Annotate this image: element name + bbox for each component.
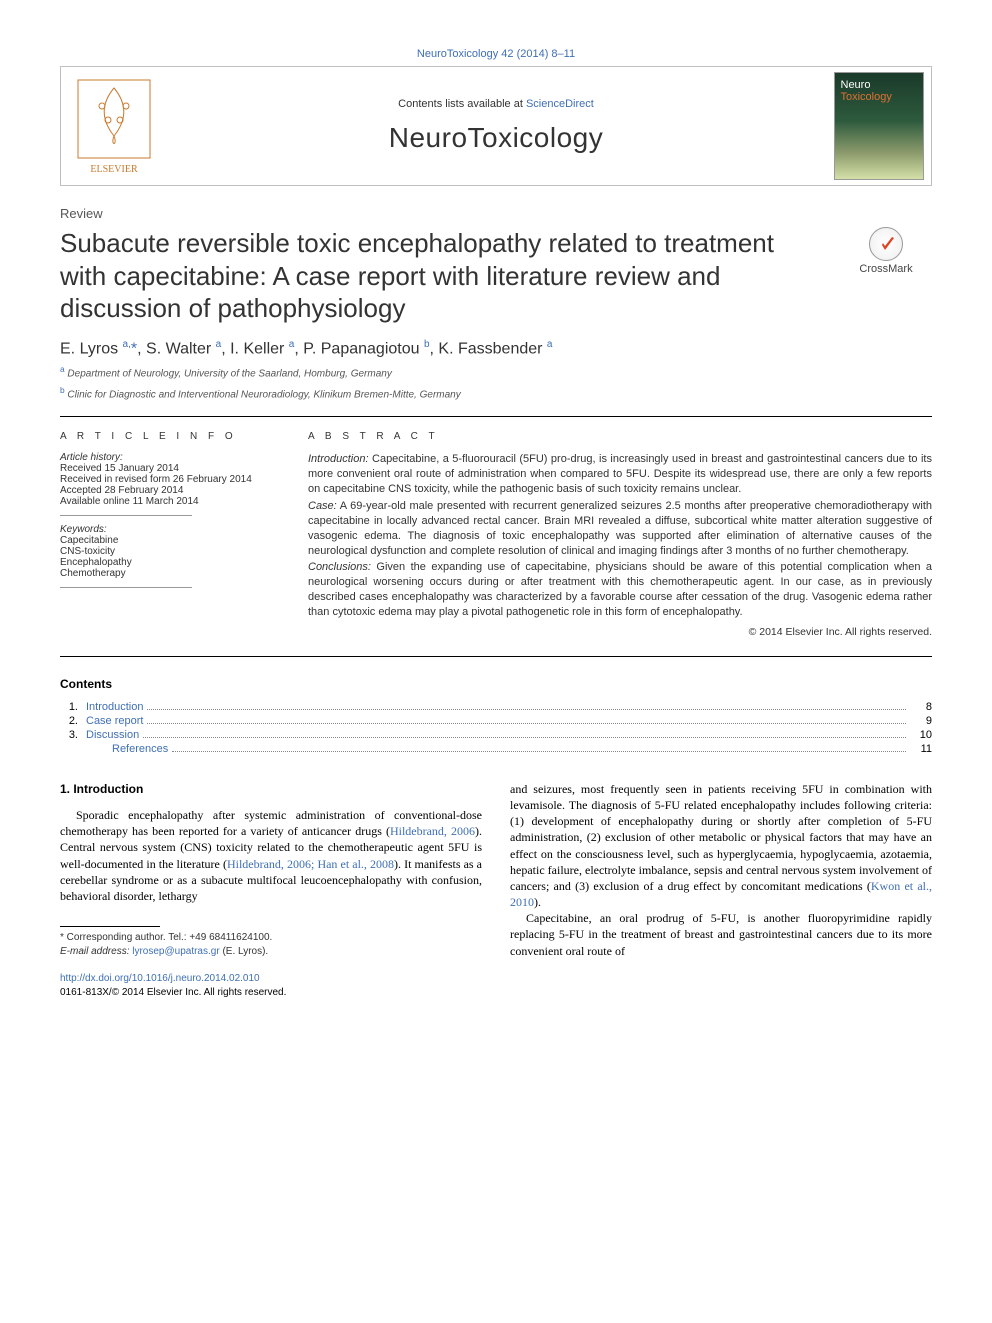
article-info: A R T I C L E I N F O Article history: R… — [60, 431, 280, 637]
article-type: Review — [60, 206, 932, 221]
toc-page: 8 — [910, 701, 932, 713]
br-p1a: and seizures, most frequently seen in pa… — [510, 782, 932, 893]
abs-concl: Conclusions: Given the expanding use of … — [308, 560, 932, 619]
kw1: Capecitabine — [60, 535, 280, 546]
toc-label[interactable]: Discussion — [86, 729, 139, 741]
toc-dots — [172, 751, 906, 752]
journal-cover: Neuro Toxicology — [826, 67, 931, 185]
kw2: CNS-toxicity — [60, 546, 280, 557]
doi-block: http://dx.doi.org/10.1016/j.neuro.2014.0… — [60, 972, 482, 999]
abs-copyright: © 2014 Elsevier Inc. All rights reserved… — [308, 626, 932, 638]
rule-mid — [60, 656, 932, 657]
toc-page: 9 — [910, 715, 932, 727]
journal-header: ELSEVIER Contents lists available at Sci… — [60, 66, 932, 186]
crossmark-badge[interactable]: CrossMark — [840, 227, 932, 275]
cover-line2: Toxicology — [841, 91, 917, 103]
abs-case: Case: A 69-year-old male presented with … — [308, 499, 932, 558]
online: Available online 11 March 2014 — [60, 496, 280, 507]
abs-case-text: A 69-year-old male presented with recurr… — [308, 500, 932, 557]
abstract: A B S T R A C T Introduction: Capecitabi… — [308, 431, 932, 637]
toc-row: 2.Case report 9 — [60, 715, 932, 727]
abs-intro-label: Introduction: — [308, 453, 369, 465]
rule-top — [60, 416, 932, 417]
elsevier-logo: ELSEVIER — [61, 67, 166, 185]
header-center: Contents lists available at ScienceDirec… — [166, 67, 826, 185]
br-p1b: ). — [534, 895, 541, 909]
cite-hildebrand-han[interactable]: Hildebrand, 2006; Han et al., 2008 — [227, 857, 394, 871]
body-right-p2: Capecitabine, an oral prodrug of 5-FU, i… — [510, 910, 932, 959]
email-label: E-mail address: — [60, 946, 129, 957]
footnote-rule — [60, 926, 160, 927]
abs-concl-text: Given the expanding use of capecitabine,… — [308, 561, 932, 618]
body-right-column: and seizures, most frequently seen in pa… — [510, 781, 932, 999]
journal-citation[interactable]: NeuroToxicology 42 (2014) 8–11 — [60, 48, 932, 60]
toc-dots — [147, 709, 906, 710]
cite-hildebrand-2006[interactable]: Hildebrand, 2006 — [390, 824, 475, 838]
body-left-p1: Sporadic encephalopathy after systemic a… — [60, 807, 482, 904]
toc: 1.Introduction 8 2.Case report 9 3.Discussio… — [60, 701, 932, 755]
cover-line1: Neuro — [841, 79, 917, 91]
toc-num: 2. — [60, 715, 86, 727]
kw3: Encephalopathy — [60, 557, 280, 568]
crossmark-icon — [869, 227, 903, 261]
toc-num: 1. — [60, 701, 86, 713]
kw4: Chemotherapy — [60, 568, 280, 579]
toc-label[interactable]: References — [86, 743, 168, 755]
toc-page: 10 — [910, 729, 932, 741]
accepted: Accepted 28 February 2014 — [60, 485, 280, 496]
abstract-heading: A B S T R A C T — [308, 431, 932, 442]
toc-num: 3. — [60, 729, 86, 741]
sciencedirect-link[interactable]: ScienceDirect — [526, 98, 594, 110]
crossmark-label: CrossMark — [859, 263, 912, 275]
toc-row: 3.Discussion 10 — [60, 729, 932, 741]
contents-text: Contents lists available at — [398, 98, 526, 110]
keywords-label: Keywords: — [60, 524, 280, 535]
corresponding-author: * Corresponding author. Tel.: +49 684116… — [60, 931, 482, 945]
affiliation-a: a Department of Neurology, University of… — [60, 364, 932, 379]
section-1-heading: 1. Introduction — [60, 781, 482, 797]
abs-intro-text: Capecitabine, a 5-fluorouracil (5FU) pro… — [308, 453, 932, 495]
toc-dots — [143, 737, 906, 738]
email-who: (E. Lyros). — [220, 946, 269, 957]
affil-b-text: Clinic for Diagnostic and Interventional… — [67, 389, 460, 400]
email-link[interactable]: lyrosep@upatras.gr — [132, 946, 219, 957]
toc-row: References 11 — [60, 743, 932, 755]
abs-concl-label: Conclusions: — [308, 561, 371, 573]
body-left-column: 1. Introduction Sporadic encephalopathy … — [60, 781, 482, 999]
toc-heading: Contents — [60, 677, 932, 691]
abs-case-label: Case: — [308, 500, 337, 512]
email-line: E-mail address: lyrosep@upatras.gr (E. L… — [60, 945, 482, 959]
body-right-p1: and seizures, most frequently seen in pa… — [510, 781, 932, 911]
toc-dots — [147, 723, 906, 724]
svg-text:ELSEVIER: ELSEVIER — [90, 164, 138, 175]
toc-page: 11 — [910, 743, 932, 755]
doi-link[interactable]: http://dx.doi.org/10.1016/j.neuro.2014.0… — [60, 973, 260, 984]
contents-available: Contents lists available at ScienceDirec… — [398, 98, 594, 110]
article-title: Subacute reversible toxic encephalopathy… — [60, 227, 820, 325]
toc-label[interactable]: Introduction — [86, 701, 143, 713]
authors: E. Lyros a,*, S. Walter a, I. Keller a, … — [60, 339, 932, 358]
received: Received 15 January 2014 — [60, 463, 280, 474]
affiliation-b: b Clinic for Diagnostic and Intervention… — [60, 385, 932, 400]
journal-name: NeuroToxicology — [389, 122, 604, 154]
history-label: Article history: — [60, 452, 280, 463]
affil-a-text: Department of Neurology, University of t… — [67, 368, 391, 379]
abs-intro: Introduction: Capecitabine, a 5-fluorour… — [308, 452, 932, 497]
info-heading: A R T I C L E I N F O — [60, 431, 280, 442]
toc-row: 1.Introduction 8 — [60, 701, 932, 713]
revised: Received in revised form 26 February 201… — [60, 474, 280, 485]
toc-label[interactable]: Case report — [86, 715, 143, 727]
issn-line: 0161-813X/© 2014 Elsevier Inc. All right… — [60, 987, 286, 998]
